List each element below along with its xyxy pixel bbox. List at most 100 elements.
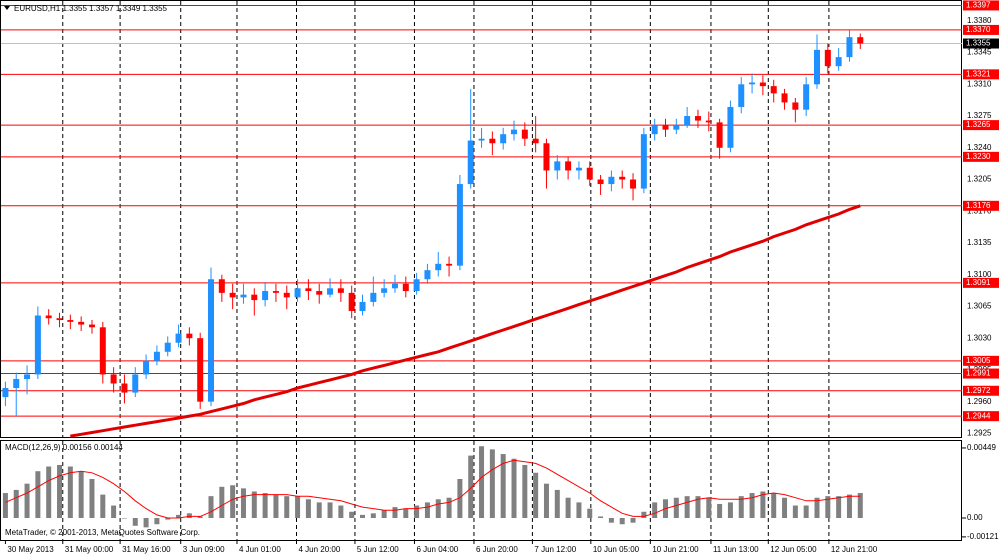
macd-bar xyxy=(598,516,604,519)
x-tick-label: 6 Jun 04:00 xyxy=(416,545,458,554)
candle-body xyxy=(575,167,582,171)
y-tick-label: 1.3065 xyxy=(967,302,992,311)
candle-body xyxy=(262,291,269,301)
level-box xyxy=(963,411,999,422)
level-label: 1.3005 xyxy=(966,356,991,365)
grid xyxy=(1,1,966,544)
candle-body xyxy=(24,374,31,379)
macd-bar xyxy=(641,511,647,519)
candle-body xyxy=(565,161,572,171)
y-tick-label: 1.3030 xyxy=(967,333,992,342)
macd-bar xyxy=(208,496,214,519)
candle-body xyxy=(424,270,431,280)
current-price-box xyxy=(963,38,999,49)
menu-icon[interactable] xyxy=(4,6,10,10)
macd-bar xyxy=(89,479,95,519)
y-tick-label: 1.3380 xyxy=(967,16,992,25)
macd-bar xyxy=(500,454,506,519)
candle-body xyxy=(749,82,756,85)
macd-bar xyxy=(446,497,452,519)
level-box xyxy=(963,120,999,131)
x-tick-label: 31 May 16:00 xyxy=(122,545,171,554)
candle-body xyxy=(251,294,258,301)
level-label: 1.3265 xyxy=(966,120,991,129)
candle-body xyxy=(446,263,453,266)
macd-bar xyxy=(111,505,117,519)
y-tick-label: 0.00449 xyxy=(967,443,996,452)
macd-bar xyxy=(176,514,182,519)
candle-body xyxy=(56,318,63,321)
macd-bar xyxy=(284,496,290,519)
macd-bar xyxy=(533,472,539,519)
candle-body xyxy=(586,167,593,180)
candle-body xyxy=(608,176,615,185)
candle-body xyxy=(813,49,820,85)
candle-body xyxy=(662,125,669,130)
macd-bar xyxy=(262,493,268,519)
macd-bar xyxy=(403,508,409,519)
candle-body xyxy=(370,292,377,302)
candle-body xyxy=(846,37,853,58)
candle-body xyxy=(88,324,95,328)
macd-bar xyxy=(132,518,138,526)
macd-bar xyxy=(468,455,474,519)
y-tick-label: 1.3275 xyxy=(967,111,992,120)
candle-body xyxy=(759,82,766,87)
candle-body xyxy=(478,138,485,141)
y-tick-label: 1.3100 xyxy=(967,270,992,279)
marks xyxy=(2,29,864,528)
candle-body xyxy=(684,116,691,126)
macd-title: MACD(12,26,9) 0.00156 0.00144 xyxy=(5,443,123,452)
candle-body xyxy=(413,279,420,292)
macd-bar xyxy=(543,483,549,519)
macd-bar xyxy=(619,518,625,525)
level-label: 1.2991 xyxy=(966,369,991,378)
macd-bar xyxy=(717,503,723,519)
candle-body xyxy=(283,292,290,298)
macd-bar xyxy=(489,449,495,519)
x-tick-label: 10 Jun 21:00 xyxy=(652,545,699,554)
macd-bar xyxy=(435,499,441,519)
level-label: 1.3091 xyxy=(966,278,991,287)
macd-bar xyxy=(349,511,355,519)
y-tick-label: 1.3345 xyxy=(967,48,992,57)
macd-bar xyxy=(652,502,658,519)
copyright: MetaTrader, © 2001-2013, MetaQuotes Soft… xyxy=(5,528,200,537)
candle-body xyxy=(500,134,507,144)
macd-bar xyxy=(305,499,311,519)
candle-body xyxy=(218,279,225,293)
candle-body xyxy=(110,374,117,384)
macd-bar xyxy=(360,514,366,519)
x-tick-label: 7 Jun 12:00 xyxy=(534,545,576,554)
macd-bar xyxy=(706,497,712,519)
level-box xyxy=(963,151,999,162)
macd-bar xyxy=(684,496,690,519)
y-tick-label: -0.00121 xyxy=(967,532,999,541)
candle-body xyxy=(13,378,20,389)
macd-bar xyxy=(338,505,344,519)
candle-body xyxy=(197,338,204,402)
x-tick-label: 3 Jun 09:00 xyxy=(183,545,225,554)
candle-body xyxy=(186,333,193,339)
macd-bar xyxy=(78,471,84,519)
macd-bar xyxy=(295,496,301,519)
candle-body xyxy=(229,292,236,298)
macd-bar xyxy=(695,496,701,519)
candle-body xyxy=(619,176,626,180)
candle-body xyxy=(803,84,810,110)
x-tick-label: 4 Jun 01:00 xyxy=(239,545,281,554)
macd-bar xyxy=(554,489,560,519)
y-tick-label: 1.3240 xyxy=(967,143,992,152)
macd-bar xyxy=(749,493,755,519)
macd-bar xyxy=(35,471,41,519)
macd-bar xyxy=(846,494,852,519)
candle-body xyxy=(857,37,864,44)
candle-body xyxy=(727,106,734,148)
candle-body xyxy=(489,138,496,144)
macd-bar xyxy=(511,458,517,519)
level-box xyxy=(963,0,999,11)
candle-body xyxy=(305,288,312,292)
level-label: 1.3321 xyxy=(966,69,991,78)
macd-bar xyxy=(771,493,777,519)
